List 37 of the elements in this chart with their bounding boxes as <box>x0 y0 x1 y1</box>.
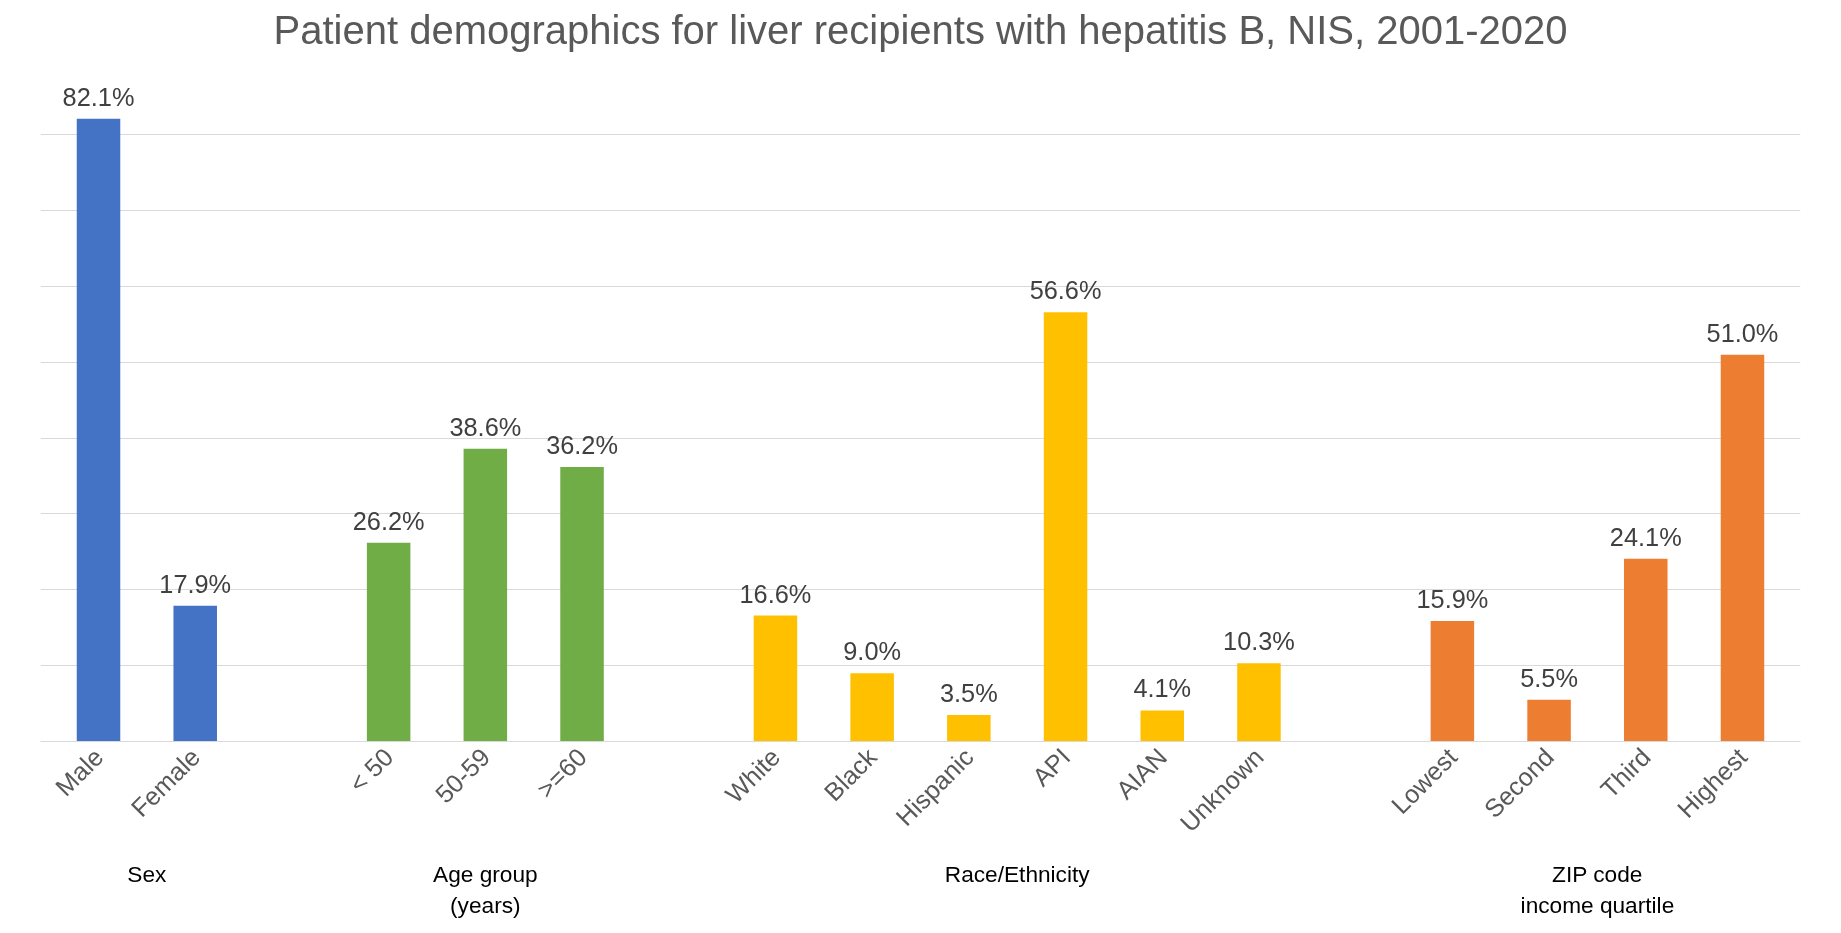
data-label: 9.0% <box>843 637 902 666</box>
bar <box>753 615 798 742</box>
text: Race/Ethnicity <box>944 860 1091 887</box>
text: ZIP code income quartile <box>1520 860 1675 918</box>
data-label: 56.6% <box>1029 276 1102 305</box>
data-label: 51.0% <box>1706 318 1779 347</box>
bar <box>850 673 894 742</box>
data-label: 36.2% <box>546 430 618 459</box>
data-label: 4.1% <box>1133 674 1192 703</box>
data-label: 16.6% <box>739 579 812 608</box>
data-label: 3.5% <box>939 678 998 707</box>
data-label: 15.9% <box>1416 584 1489 613</box>
data-label: 17.9% <box>159 569 232 598</box>
bar <box>463 448 508 742</box>
bar <box>1430 620 1475 742</box>
data-label: 82.1% <box>62 82 135 111</box>
bar <box>1237 663 1281 742</box>
text: Age group (years) <box>433 860 538 918</box>
bar <box>947 714 991 742</box>
bar <box>173 605 217 742</box>
bar <box>366 542 411 742</box>
bar <box>1624 558 1668 742</box>
data-label: 10.3% <box>1223 627 1295 656</box>
data-label: 24.1% <box>1609 522 1682 551</box>
bar <box>1527 699 1571 742</box>
bar <box>1140 710 1185 742</box>
text: Sex <box>127 860 168 887</box>
x-tick-label: < 50 <box>343 742 399 798</box>
data-label: 26.2% <box>352 506 425 535</box>
bar <box>1720 354 1765 742</box>
bar <box>1043 312 1088 742</box>
x-tick-label: API <box>1026 742 1076 792</box>
data-label: 5.5% <box>1520 663 1578 692</box>
data-label: 38.6% <box>449 412 522 441</box>
bar <box>76 118 121 742</box>
chart-title: Patient demographics for liver recipients with hepatitis B, NIS, 2001-2020 <box>273 7 1568 52</box>
bar <box>560 466 604 742</box>
